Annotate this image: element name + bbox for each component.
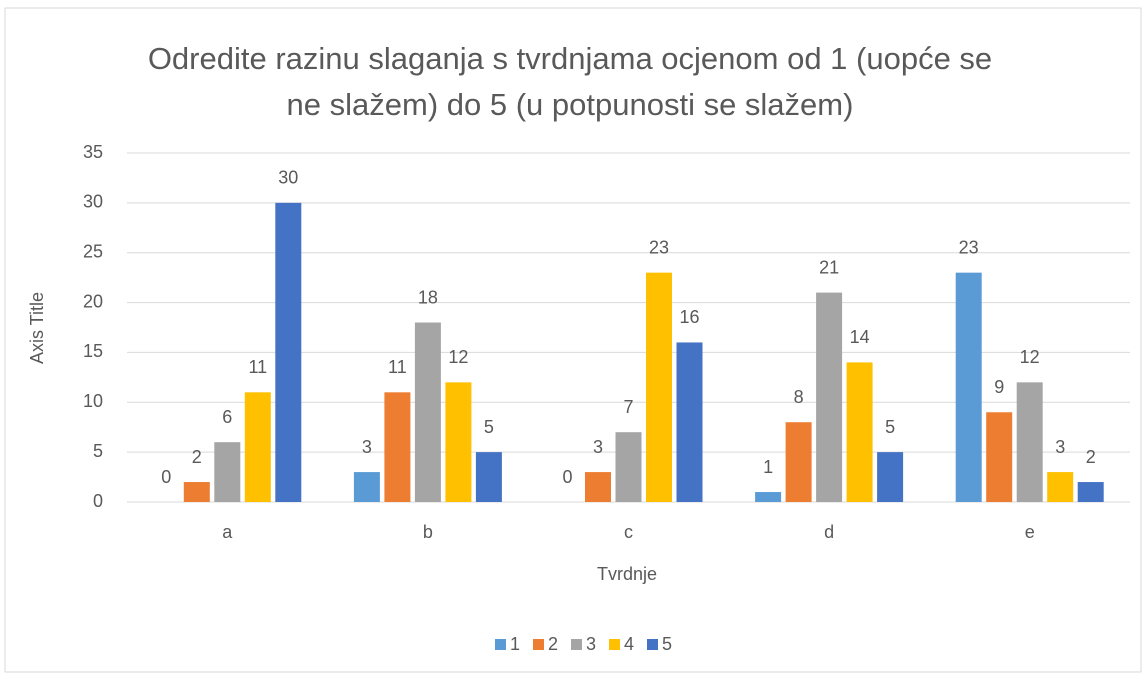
- data-label: 21: [819, 257, 839, 277]
- legend-label: 2: [548, 634, 558, 654]
- data-label: 12: [448, 347, 468, 367]
- legend-swatch: [495, 639, 506, 650]
- bar: [646, 272, 672, 502]
- bar: [585, 472, 611, 502]
- legend-label: 4: [624, 634, 634, 654]
- y-tick-label: 25: [83, 241, 103, 261]
- bar: [755, 492, 782, 502]
- bar: [1077, 482, 1104, 502]
- y-tick-label: 10: [83, 391, 103, 411]
- bar: [877, 452, 904, 502]
- bar: [955, 272, 982, 502]
- data-label: 7: [623, 397, 633, 417]
- bar: [244, 392, 271, 502]
- data-label: 3: [593, 437, 603, 457]
- bar: [816, 292, 843, 502]
- y-tick-label: 5: [93, 441, 103, 461]
- data-label: 11: [388, 357, 407, 377]
- data-label: 23: [649, 237, 669, 257]
- bar: [275, 202, 302, 502]
- x-tick-label: a: [222, 522, 233, 542]
- bar: [676, 342, 703, 502]
- bar: [384, 392, 411, 502]
- data-label: 5: [885, 417, 895, 437]
- legend-swatch: [533, 639, 544, 650]
- data-label: 11: [248, 357, 267, 377]
- y-tick-label: 15: [83, 341, 103, 361]
- y-tick-label: 20: [83, 291, 103, 311]
- data-label: 9: [994, 377, 1004, 397]
- legend-label: 1: [510, 634, 520, 654]
- bar: [353, 472, 380, 502]
- y-tick-label: 35: [83, 142, 103, 162]
- data-label: 1: [763, 457, 773, 477]
- data-label: 23: [959, 237, 979, 257]
- data-label: 30: [278, 168, 298, 188]
- data-label: 18: [418, 287, 438, 307]
- bar: [414, 322, 441, 502]
- data-label: 5: [484, 417, 494, 437]
- bar: [615, 432, 642, 502]
- data-label: 3: [362, 437, 372, 457]
- chart-border: [4, 7, 1142, 673]
- y-axis-title: Axis Title: [27, 292, 47, 364]
- data-label: 14: [850, 327, 870, 347]
- data-label: 12: [1020, 347, 1040, 367]
- bar: [214, 442, 241, 502]
- bar: [785, 422, 812, 502]
- x-tick-label: d: [824, 522, 834, 542]
- bar: [445, 382, 472, 502]
- bar: [986, 412, 1013, 502]
- x-axis-title: Tvrdnje: [597, 564, 657, 584]
- x-tick-label: b: [423, 522, 433, 542]
- data-label: 6: [222, 407, 232, 427]
- data-label: 8: [794, 387, 804, 407]
- data-label: 2: [192, 447, 202, 467]
- bar: [846, 362, 873, 502]
- data-label: 2: [1086, 447, 1096, 467]
- legend-swatch: [609, 639, 620, 650]
- y-tick-label: 0: [93, 491, 103, 511]
- x-tick-label: e: [1025, 522, 1035, 542]
- bar: [183, 482, 210, 502]
- data-label: 16: [679, 307, 699, 327]
- bar: [1016, 382, 1043, 502]
- legend-swatch: [571, 639, 582, 650]
- y-tick-label: 30: [83, 192, 103, 212]
- legend-swatch: [647, 639, 658, 650]
- bar: [1047, 472, 1074, 502]
- bar: [475, 452, 502, 502]
- chart-title: Odredite razinu slaganja s tvrdnjama ocj…: [147, 41, 993, 122]
- data-label: 0: [562, 467, 572, 487]
- data-label: 3: [1055, 437, 1065, 457]
- data-label: 0: [161, 467, 171, 487]
- legend-label: 5: [662, 634, 672, 654]
- x-tick-label: c: [624, 522, 633, 542]
- legend-label: 3: [586, 634, 596, 654]
